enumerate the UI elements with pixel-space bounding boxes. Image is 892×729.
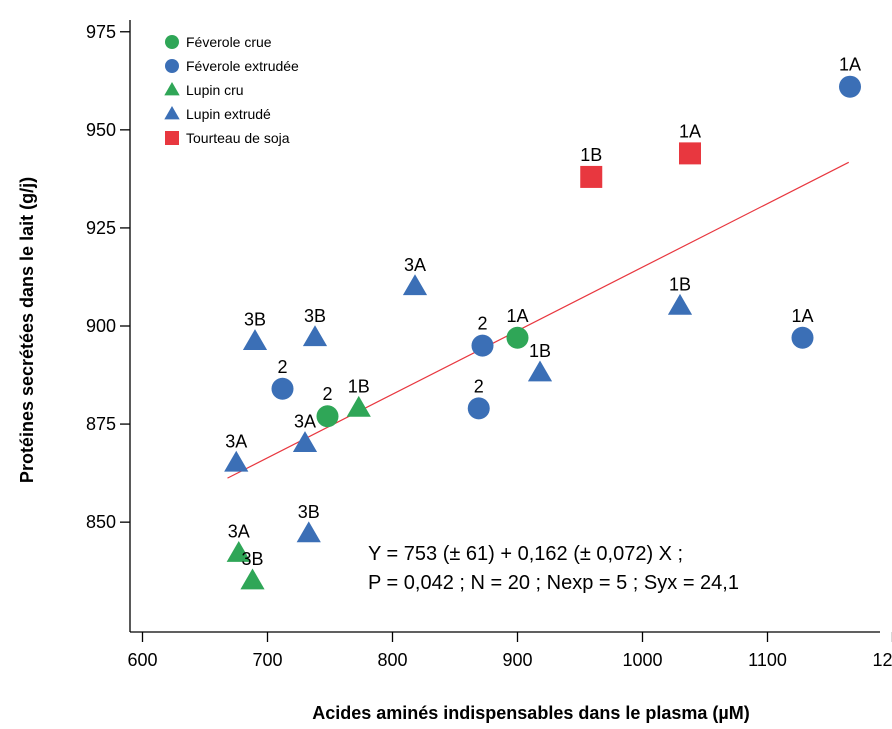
legend-label: Féverole crue [186, 34, 272, 50]
legend-label: Féverole extrudée [186, 58, 299, 74]
legend-marker [164, 106, 180, 120]
data-point [292, 431, 318, 453]
legend-marker [164, 82, 180, 96]
data-point [402, 274, 428, 296]
x-tick-label: 600 [127, 650, 157, 670]
point-label: 1A [839, 55, 861, 75]
point-label: 3A [228, 522, 250, 542]
legend-marker [165, 131, 179, 145]
data-point [679, 142, 701, 165]
data-point [839, 75, 861, 98]
legend-marker [165, 35, 179, 49]
y-tick-label: 950 [86, 120, 116, 140]
x-tick-label: 1100 [748, 650, 787, 670]
data-point [296, 521, 321, 543]
point-label: 2 [277, 357, 287, 377]
point-label: 3B [244, 310, 266, 330]
equation-line-2: P = 0,042 ; N = 20 ; Nexp = 5 ; Syx = 24… [368, 572, 739, 594]
point-label: 1A [791, 306, 813, 326]
data-point [580, 165, 603, 188]
point-label: 2 [477, 314, 487, 334]
y-tick-label: 975 [86, 22, 116, 42]
data-point [224, 450, 249, 472]
point-label: 1B [529, 341, 551, 361]
y-tick-label: 900 [86, 316, 116, 336]
equation-line-1: Y = 753 (± 61) + 0,162 (± 0,072) X ; [368, 543, 683, 565]
point-label: 1B [348, 376, 370, 396]
point-label: 1B [669, 274, 691, 294]
axes: 600 700 800 900 1000 1100 1200 850 875 900 925 950 9… [86, 20, 892, 670]
point-label: 1A [506, 306, 528, 326]
annotation: Y = 753 (± 61) + 0,162 (± 0,072) X ; P =… [368, 543, 739, 594]
point-label: 3A [294, 412, 316, 432]
legend-marker [165, 59, 179, 73]
point-label: 1B [580, 145, 602, 165]
data-point [791, 326, 814, 349]
y-axis-title: Protéines secrétées dans le lait (g/j) [17, 177, 37, 483]
legend-label: Lupin extrudé [186, 106, 271, 122]
data-point [242, 329, 268, 351]
x-tick-label: 900 [502, 650, 532, 670]
data-point [316, 405, 339, 428]
data-point [471, 334, 494, 357]
data-point [271, 377, 294, 400]
point-label: 1A [679, 121, 701, 141]
point-label: 2 [474, 376, 484, 396]
legend: Féverole crue Féverole extrudée Lupin cru L… [164, 34, 299, 146]
point-label: 3B [304, 306, 326, 326]
y-tick-label: 875 [86, 414, 116, 434]
data-point [667, 293, 693, 315]
point-label: 3A [225, 431, 247, 451]
point-label: 3B [298, 502, 320, 522]
legend-label: Tourteau de soja [186, 130, 290, 146]
x-tick-label: 1200 [872, 650, 892, 670]
point-label: 2 [322, 384, 332, 404]
data-point [302, 325, 328, 347]
x-tick-label: 700 [252, 650, 282, 670]
x-tick-label: 1000 [622, 650, 662, 670]
point-label: 3B [241, 549, 263, 569]
y-tick-label: 850 [86, 512, 116, 532]
y-tick-label: 925 [86, 218, 116, 238]
x-tick-label: 800 [377, 650, 407, 670]
point-label: 3A [404, 255, 426, 275]
data-point [467, 397, 490, 420]
data-point [527, 360, 553, 382]
data-point [240, 568, 265, 590]
x-axis-title: Acides aminés indispensables dans le pla… [312, 703, 750, 723]
data-point [506, 326, 529, 349]
data-point [346, 395, 371, 417]
legend-label: Lupin cru [186, 82, 244, 98]
data-point [226, 540, 251, 562]
